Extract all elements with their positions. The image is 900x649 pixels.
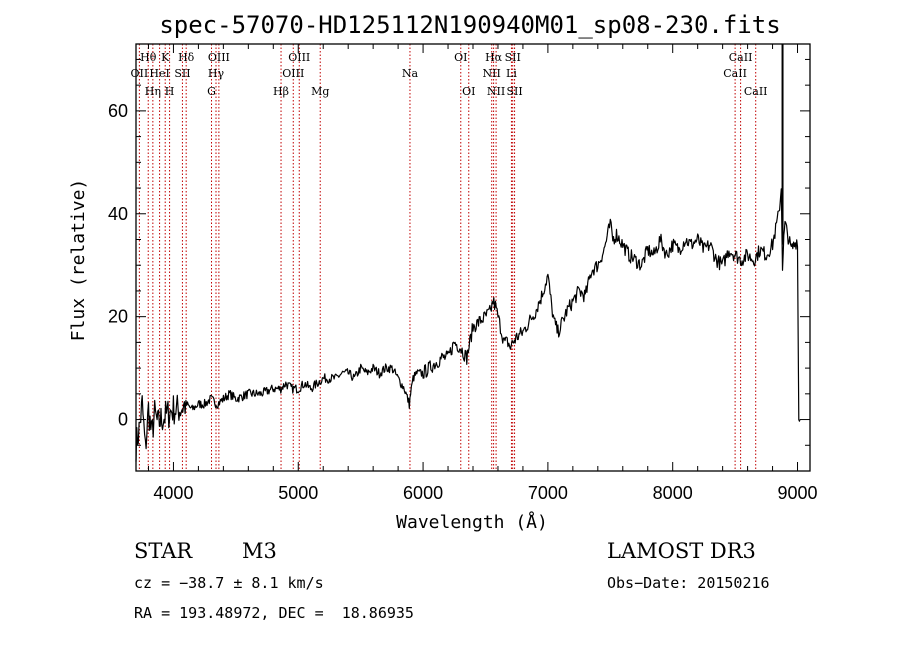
object-subclass: M3 — [242, 539, 277, 563]
spectral-line-label: Li — [506, 67, 517, 80]
y-tick-label: 0 — [118, 410, 128, 430]
spectral-line-label: SII — [505, 51, 521, 64]
spectral-line-label: OIII — [288, 51, 310, 64]
spectral-line-label: Hθ — [140, 51, 157, 64]
x-tick-label: 6000 — [403, 483, 443, 503]
y-tick-label: 40 — [108, 204, 128, 224]
spectral-line-label: HeI — [149, 67, 169, 80]
y-tick-label: 60 — [108, 101, 128, 121]
observation-date: Obs−Date: 20150216 — [607, 574, 770, 592]
spectral-line-label: Hβ — [273, 85, 289, 98]
x-axis-label: Wavelength (Å) — [396, 511, 548, 533]
spectral-line-label: Hα — [485, 51, 503, 64]
spectral-line-label: Hη — [145, 85, 161, 98]
spectral-line-labels: OII Hθ Hη HeI K H SII Hδ G Hγ OIII Hβ OIII OIII Mg Na OI… — [131, 51, 768, 98]
spectral-line-label: Hγ — [208, 67, 225, 80]
spectral-line-label: H — [165, 85, 175, 98]
spectral-line-label: OI — [462, 85, 475, 98]
chart-title: spec-57070-HD125112N190940M01_sp08-230.f… — [159, 11, 780, 39]
spectral-line-label: SII — [506, 85, 522, 98]
spectral-line-label: K — [161, 51, 170, 64]
spectral-line-label: NII — [487, 85, 505, 98]
spectral-line-label: OIII — [208, 51, 230, 64]
spectral-line-label: OIII — [282, 67, 304, 80]
x-axis-ticks: 4000 5000 6000 7000 8000 9000 — [147, 44, 818, 503]
spectral-line-markers — [138, 44, 757, 471]
x-tick-label: 5000 — [278, 483, 318, 503]
spectral-line-label: CaII — [744, 85, 768, 98]
y-tick-label: 20 — [108, 307, 128, 327]
y-axis-ticks: 0 20 40 60 — [108, 58, 810, 446]
object-class: STAR — [134, 539, 193, 563]
spectral-line-label: Hδ — [178, 51, 195, 64]
x-tick-label: 7000 — [528, 483, 568, 503]
spectral-line-label: G — [207, 85, 216, 98]
x-tick-label: 4000 — [153, 483, 193, 503]
coordinates: RA = 193.48972, DEC = 18.86935 — [134, 604, 414, 622]
spectral-line-label: CaII — [723, 67, 747, 80]
spectrum-series-line — [135, 188, 801, 462]
spectral-line-label: Mg — [311, 85, 329, 98]
spectral-line-label: Na — [402, 67, 419, 80]
survey-name: LAMOST DR3 — [607, 539, 756, 563]
spectral-line-label: OI — [454, 51, 467, 64]
spectral-line-label: SII — [174, 67, 190, 80]
spectral-line-label: NII — [483, 67, 501, 80]
y-axis-label: Flux (relative) — [68, 179, 89, 342]
spectral-line-label: CaII — [729, 51, 753, 64]
plot-frame — [135, 43, 811, 472]
redshift-cz: cz = −38.7 ± 8.1 km/s — [134, 574, 324, 592]
x-tick-label: 9000 — [777, 483, 817, 503]
x-tick-label: 8000 — [653, 483, 693, 503]
spectral-line-label: OII — [131, 67, 149, 80]
